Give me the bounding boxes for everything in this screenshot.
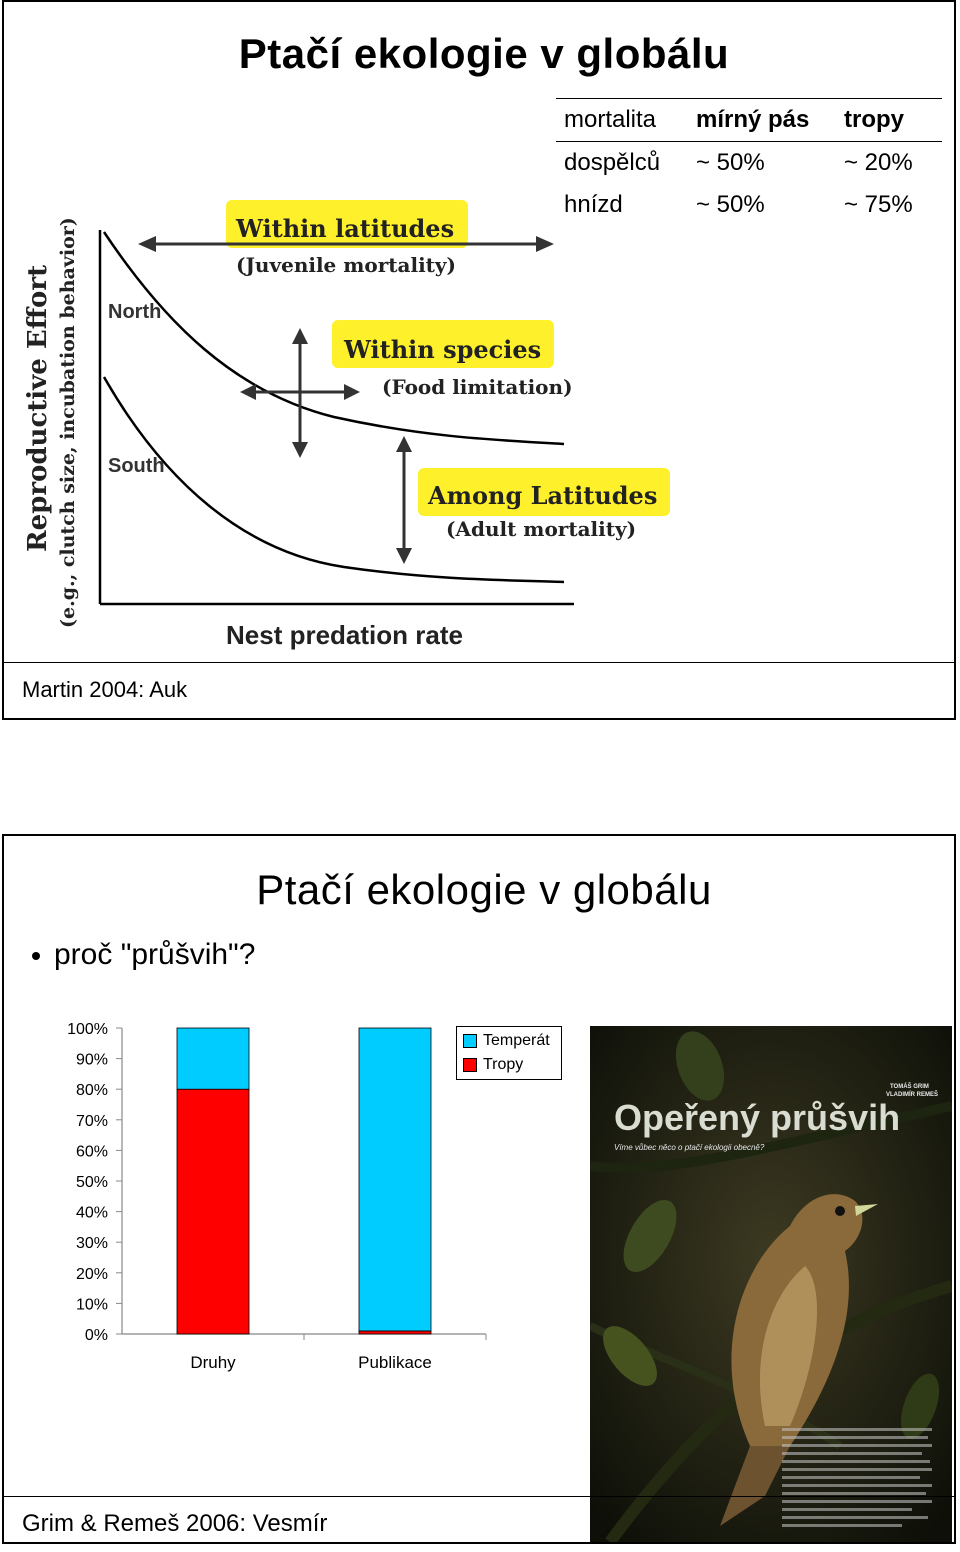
table-cell: ~ 20% <box>844 149 913 176</box>
y-tick-label: 70% <box>76 1113 108 1130</box>
legend-item-temperat: Temperát <box>463 1032 550 1050</box>
caption-divider <box>4 1496 954 1497</box>
x-category-label: Publikace <box>358 1353 432 1372</box>
slide-1-source-caption: Martin 2004: Auk <box>22 677 188 702</box>
leaf-shape <box>900 1373 940 1439</box>
table-row: dospělců ~ 50% ~ 20% <box>556 142 942 185</box>
bird-breast-shape <box>759 1266 817 1426</box>
caption-divider <box>4 662 954 663</box>
table-cell: ~ 50% <box>696 149 765 176</box>
y-tick-label: 20% <box>76 1266 108 1283</box>
annotation-within-species: Within species <box>343 335 541 364</box>
y-tick-label: 100% <box>67 1021 108 1038</box>
x-category-label: Druhy <box>190 1353 236 1372</box>
bird-tail-shape <box>720 1446 790 1526</box>
legend-item-tropy: Tropy <box>463 1056 523 1074</box>
bar-tempert <box>176 1027 250 1090</box>
figure-y-axis-label: Reproductive Effort <box>23 265 53 552</box>
bird-beak-icon <box>855 1204 878 1216</box>
reproductive-effort-figure: Within latitudes (Juvenile mortality) Wi… <box>23 200 670 650</box>
leaf-shape <box>675 1031 725 1101</box>
arrowhead-down-icon <box>396 548 412 564</box>
highlight-among-latitudes <box>418 468 670 516</box>
table-header-cell: tropy <box>836 98 942 142</box>
y-tick-label: 80% <box>76 1082 108 1099</box>
south-curve <box>102 376 565 584</box>
cover-authors: TOMÁŠ GRIM VLADIMÍR REMEŠ <box>886 1082 938 1098</box>
bar-tempert <box>358 1027 432 1332</box>
annotation-adult-mortality: (Adult mortality) <box>446 517 636 541</box>
y-tick-label: 40% <box>76 1205 108 1222</box>
slide-1: Ptačí ekologie v globálu mortalita mírný… <box>2 0 956 720</box>
bullet-dot-icon <box>32 952 40 961</box>
table-cell: dospělců <box>564 149 661 176</box>
slide-2: Ptačí ekologie v globálu proč "průšvih"?… <box>2 834 956 1544</box>
leaf-shape <box>623 1199 677 1273</box>
y-tick-label: 0% <box>85 1327 108 1344</box>
bar-tropy <box>176 1088 250 1335</box>
table-cell: ~ 50% <box>696 191 765 218</box>
bullet-item: proč "průšvih"? <box>32 938 255 972</box>
branch-shape <box>590 1101 952 1173</box>
leaf-shape <box>603 1326 657 1386</box>
cover-body-text-block <box>782 1428 932 1527</box>
slide-2-source-caption: Grim & Remeš 2006: Vesmír <box>22 1510 328 1537</box>
bird-eye-icon <box>835 1206 845 1216</box>
annotation-within-latitudes: Within latitudes <box>235 214 454 243</box>
table-header-cell: mírný pás <box>688 98 836 142</box>
curve-label-north: North <box>108 301 161 323</box>
y-tick-label: 10% <box>76 1296 108 1313</box>
bar-tropy <box>358 1330 432 1335</box>
slide-1-title: Ptačí ekologie v globálu <box>238 30 730 77</box>
figure-y-axis-sublabel: (e.g., clutch size, incubation behavior) <box>57 217 79 628</box>
figure-x-axis-label: Nest predation rate <box>226 620 463 650</box>
arrowhead-left-icon <box>138 236 156 252</box>
table-row: hnízd ~ 50% ~ 75% <box>556 184 942 226</box>
annotation-juvenile-mortality: (Juvenile mortality) <box>236 253 456 277</box>
arrowhead-left-icon <box>240 384 256 400</box>
y-tick-label: 60% <box>76 1143 108 1160</box>
slide-2-title: Ptačí ekologie v globálu <box>256 866 712 913</box>
highlight-within-latitudes <box>226 200 468 248</box>
arrowhead-right-icon <box>344 384 360 400</box>
cover-subtitle: Víme vůbec něco o ptačí ekologii obecně? <box>614 1143 765 1152</box>
table-header-row: mortalita mírný pás tropy <box>556 98 942 142</box>
arrowhead-up-icon <box>396 436 412 452</box>
arrowhead-down-icon <box>292 442 308 458</box>
bullet-text: proč "průšvih"? <box>54 938 256 971</box>
cover-headline: Opeřený průšvih <box>614 1097 900 1138</box>
legend-swatch <box>463 1057 477 1072</box>
north-curve <box>102 231 565 446</box>
mortality-table: mortalita mírný pás tropy dospělců ~ 50%… <box>556 98 942 226</box>
table-cell: hnízd <box>564 191 623 218</box>
y-tick-label: 30% <box>76 1235 108 1252</box>
y-tick-label: 50% <box>76 1174 108 1191</box>
legend-label: Tropy <box>483 1056 524 1073</box>
table-cell: ~ 75% <box>844 191 913 218</box>
annotation-among-latitudes: Among Latitudes <box>427 481 657 510</box>
legend-swatch <box>463 1033 477 1048</box>
legend-label: Temperát <box>483 1032 550 1049</box>
magazine-cover-image: TOMÁŠ GRIM VLADIMÍR REMEŠ Opeřený průšvih… <box>590 1026 952 1542</box>
arrowhead-up-icon <box>292 328 308 344</box>
stacked-bar-chart: 0% 10% 20% 30% 40% 50% 60% 70% 80% 90% 100% Druhy Pu… <box>67 1021 487 1372</box>
curve-label-south: South <box>108 455 165 477</box>
annotation-food-limitation: (Food limitation) <box>382 375 573 399</box>
arrowhead-right-icon <box>536 236 554 252</box>
y-tick-label: 90% <box>76 1052 108 1069</box>
chart-legend: Temperát Tropy <box>456 1026 562 1080</box>
highlight-within-species <box>332 320 554 368</box>
table-header-cell: mortalita <box>556 98 688 142</box>
